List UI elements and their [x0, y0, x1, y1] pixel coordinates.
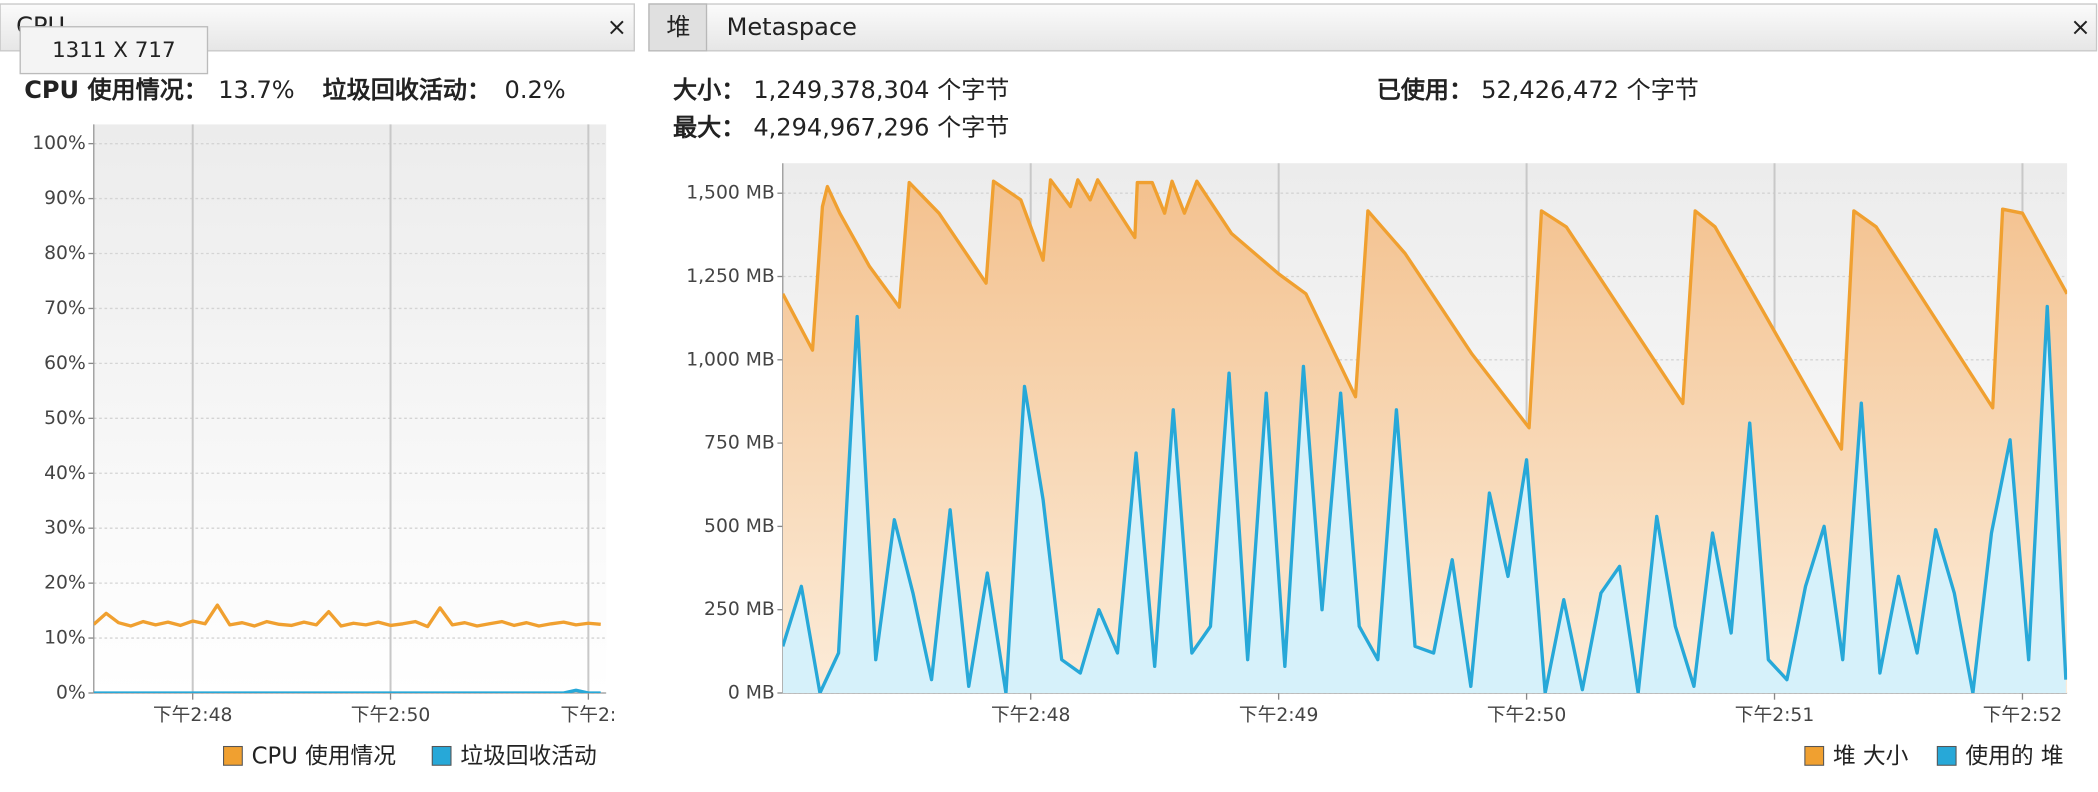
x-tick-label: 下午2:49: [1239, 705, 1318, 726]
size-tooltip: [19, 26, 209, 75]
y-tick-label: 100%: [32, 133, 86, 154]
plot-background: [93, 124, 607, 693]
x-tick-label: 下午2:50: [1487, 705, 1566, 726]
legend-swatch: [223, 745, 243, 766]
info-label: 已使用：: [1377, 76, 1473, 104]
tab-title[interactable]: 堆: [666, 13, 690, 41]
close-button[interactable]: ×: [2070, 13, 2090, 41]
series-line: [782, 304, 2068, 693]
info-label: 大小：: [673, 76, 745, 104]
info-value: 13.7%: [218, 76, 295, 104]
y-tick-label: 1,500 MB: [686, 183, 775, 204]
y-tick-label: 0%: [56, 683, 86, 704]
tab-bar: [648, 3, 2098, 52]
info-label: 垃圾回收活动：: [323, 76, 492, 104]
info-value: 52,426,472 个字节: [1481, 76, 1699, 104]
series-line: [782, 178, 2068, 451]
x-tick-label: 下午2:48: [153, 705, 232, 726]
x-tick-label: 下午2:50: [351, 705, 430, 726]
series-line: [93, 603, 601, 629]
area: [782, 306, 2066, 693]
info-value: 4,294,967,296 个字节: [753, 113, 1009, 141]
y-tick-label: 250 MB: [704, 599, 775, 620]
x-tick-label: 下午2:51: [1735, 705, 1814, 726]
legend-label: 堆 大小: [1833, 744, 1909, 770]
tooltip-text: 1311 X 717: [52, 38, 176, 63]
info-value: 0.2%: [505, 76, 566, 104]
chart: 0 MB 250 MB 500 MB 750 MB 1,000 MB 1,250 MB 1,…: [686, 163, 2068, 770]
y-tick-label: 50%: [44, 408, 86, 429]
legend-swatch: [1936, 745, 1957, 766]
close-button[interactable]: ×: [607, 13, 627, 41]
y-tick-label: 60%: [44, 353, 86, 374]
legend-label: 使用的 堆: [1965, 744, 2063, 770]
y-tick-label: 750 MB: [704, 433, 775, 454]
chart: 0% 10% 20% 30% 40% 50% 60% 70% 80% 90% 100% 下午2:48 下…: [32, 124, 617, 770]
y-tick-label: 90%: [44, 188, 86, 209]
tab[interactable]: [648, 3, 708, 52]
tab-title[interactable]: Metaspace: [727, 13, 857, 41]
y-tick-label: 20%: [44, 573, 86, 594]
y-tick-label: 80%: [44, 243, 86, 264]
legend-label: 垃圾回收活动: [460, 744, 596, 770]
y-tick-label: 0 MB: [728, 683, 775, 704]
x-tick-label: 下午2:: [561, 705, 617, 726]
y-tick-label: 70%: [44, 298, 86, 319]
x-tick-label: 下午2:52: [1983, 705, 2062, 726]
y-tick-label: 40%: [44, 463, 86, 484]
plot-area: [93, 603, 601, 693]
legend-swatch: [1804, 745, 1825, 766]
y-tick-label: 500 MB: [704, 516, 775, 537]
legend-label: CPU 使用情况: [252, 744, 396, 770]
x-tick-label: 下午2:48: [991, 705, 1070, 726]
y-tick-label: 30%: [44, 518, 86, 539]
y-tick-label: 1,250 MB: [686, 266, 775, 287]
info-label: CPU 使用情况：: [24, 76, 208, 104]
y-tick-label: 1,000 MB: [686, 349, 775, 370]
y-tick-label: 10%: [44, 628, 86, 649]
info-value: 1,249,378,304 个字节: [753, 76, 1009, 104]
info-label: 最大：: [673, 113, 745, 141]
legend-swatch: [431, 745, 452, 766]
plot-area: [782, 178, 2068, 693]
